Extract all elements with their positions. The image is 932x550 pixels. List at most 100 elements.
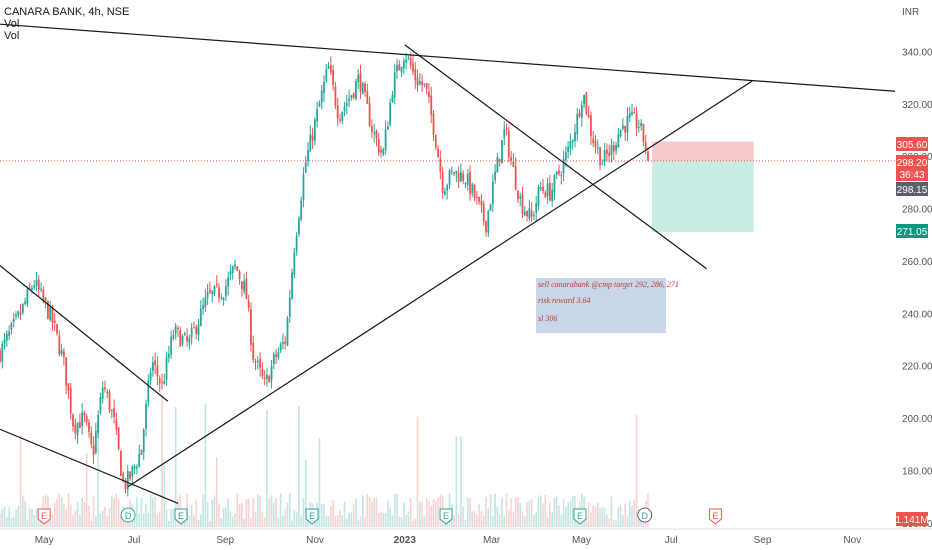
volume-bar: [437, 497, 439, 527]
earnings-marker[interactable]: E: [573, 508, 587, 525]
candle-body: [610, 145, 613, 155]
candle-body: [446, 185, 449, 191]
volume-bar: [67, 493, 70, 527]
price-tick-label: 200.00: [902, 414, 932, 425]
candle-body: [599, 147, 601, 166]
volume-bar: [389, 507, 391, 527]
time-tick-label: Jul: [128, 535, 141, 546]
candle-body: [24, 301, 26, 304]
price-tick-label: 240.00: [902, 309, 932, 320]
volume-bar: [423, 516, 426, 527]
volume-bar: [485, 497, 487, 527]
marker-shape: [573, 508, 587, 525]
candle-body: [311, 135, 314, 141]
candle-body: [195, 326, 198, 334]
candle-body: [439, 157, 442, 172]
volume-bar: [346, 518, 348, 527]
candle-body: [576, 114, 579, 135]
volume-bar: [206, 502, 209, 527]
candle-body: [5, 333, 8, 341]
candle-body: [471, 183, 474, 194]
candle-body: [341, 112, 344, 121]
candle-body: [108, 392, 111, 411]
candle-body: [544, 192, 547, 198]
volume-bar: [286, 502, 289, 527]
volume-bar: [124, 518, 127, 527]
volume-bar: [247, 498, 250, 527]
candle-body: [318, 102, 321, 107]
candle-body: [548, 183, 551, 201]
candle-body: [259, 359, 262, 368]
candle-body: [286, 317, 289, 346]
candle-body: [15, 314, 17, 317]
candle-body: [455, 170, 458, 174]
earnings-marker[interactable]: E: [174, 508, 188, 525]
candle-body: [647, 151, 649, 161]
candle-body: [416, 77, 419, 85]
candle-body: [8, 331, 11, 337]
volume-bar: [152, 497, 154, 527]
volume-bar: [562, 499, 565, 527]
volume-bar: [348, 512, 350, 527]
volume-bar: [428, 500, 430, 527]
candle-body: [247, 300, 250, 308]
volume-bar: [398, 516, 401, 527]
candle-body: [209, 289, 211, 293]
trendlines-layer[interactable]: [0, 23, 896, 504]
candle-body: [158, 378, 161, 384]
volume-bar: [56, 498, 58, 527]
earnings-marker[interactable]: E: [37, 508, 51, 525]
candle-body: [612, 144, 615, 152]
short-position-layer[interactable]: [652, 141, 754, 232]
dividend-marker[interactable]: D: [120, 507, 136, 523]
volume-bar: [136, 496, 138, 527]
candles-layer: [0, 52, 649, 497]
previous-close-badge: 298.15: [896, 182, 928, 196]
marker-shape: [708, 508, 722, 525]
marker-label: E: [577, 511, 583, 521]
candle-body: [304, 162, 307, 173]
volume-bar: [352, 504, 355, 527]
volume-bar: [487, 508, 490, 527]
volume-bar: [464, 519, 467, 527]
earnings-marker[interactable]: E: [439, 508, 453, 525]
candle-body: [464, 183, 467, 185]
volume-legend-2[interactable]: Vol: [4, 30, 20, 42]
volume-bar: [366, 494, 369, 527]
candle-body: [633, 112, 636, 114]
candle-body: [3, 339, 6, 344]
candle-body: [316, 109, 319, 122]
candle-body: [428, 91, 430, 98]
candle-body: [585, 92, 588, 114]
volume-bar: [284, 508, 287, 527]
time-axis[interactable]: May Jul Sep Nov 2023 Mar May Jul Sep Nov: [35, 535, 862, 546]
marker-label: E: [712, 511, 718, 521]
volume-bar: [368, 497, 371, 527]
volume-bar: [165, 508, 168, 527]
volume-bar: [15, 509, 17, 527]
candle-body: [462, 173, 465, 181]
candle-body: [562, 158, 565, 174]
trade-note[interactable]: sell canarabank @cmp target 292, 286, 27…: [536, 278, 679, 333]
volume-bar: [104, 506, 106, 527]
candle-body: [245, 279, 248, 300]
candle-body: [596, 147, 599, 149]
symbol-label[interactable]: CANARA BANK, 4h, NSE: [4, 6, 130, 18]
candle-body: [409, 57, 412, 66]
chart-legend[interactable]: CANARA BANK, 4h, NSE Vol Vol: [4, 6, 129, 42]
earnings-marker[interactable]: E: [708, 508, 722, 525]
earnings-marker[interactable]: E: [305, 508, 319, 525]
candle-body: [88, 422, 90, 433]
volume-bar: [234, 513, 236, 527]
price-axis[interactable]: INR 340.00320.00300.00280.00260.00240.00…: [895, 7, 932, 530]
volume-bar: [149, 494, 152, 527]
candle-body: [156, 365, 159, 377]
volume-bar: [361, 495, 364, 527]
dividend-marker[interactable]: D: [637, 507, 653, 523]
volume-legend-1[interactable]: Vol: [4, 18, 20, 30]
candle-body: [364, 83, 366, 93]
volume-bar: [252, 497, 255, 527]
